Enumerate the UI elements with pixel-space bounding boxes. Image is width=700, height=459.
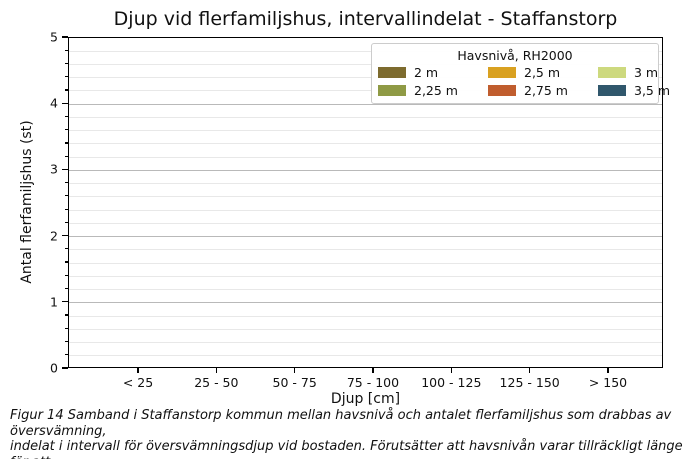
legend: Havsnivå, RH2000 2 m 2,5 m 3 m 2,25 m 2,75 m…	[371, 43, 670, 104]
minor-gridline	[69, 342, 662, 344]
minor-gridline	[69, 196, 662, 198]
y-minor-tick	[64, 62, 68, 65]
legend-item: 3 m	[598, 66, 658, 79]
x-tick	[215, 368, 217, 373]
major-gridline	[69, 169, 662, 171]
y-major-tick	[62, 235, 68, 237]
y-minor-tick	[64, 314, 68, 316]
x-tick	[372, 368, 374, 373]
legend-swatch	[598, 67, 626, 78]
y-minor-tick	[64, 287, 68, 290]
y-minor-tick	[64, 155, 68, 157]
legend-swatch	[378, 85, 406, 96]
minor-gridline	[69, 156, 662, 158]
minor-gridline	[69, 262, 662, 264]
legend-item-label: 2,75 m	[524, 83, 568, 98]
legend-swatch	[488, 85, 516, 96]
x-tick	[607, 368, 609, 373]
minor-gridline	[69, 90, 662, 92]
minor-gridline	[69, 209, 662, 211]
y-tick-label: 2	[50, 228, 58, 244]
minor-gridline	[69, 275, 662, 277]
y-minor-tick	[64, 340, 68, 343]
minor-gridline	[69, 183, 662, 185]
legend-swatch	[598, 85, 626, 96]
figure-caption: Figur 14 Samband i Staffanstorp kommun m…	[10, 408, 696, 459]
major-gridline	[69, 236, 662, 238]
y-minor-tick	[64, 248, 68, 250]
major-gridline	[69, 103, 662, 105]
minor-gridline	[69, 50, 662, 52]
caption-line: Figur 14 Samband i Staffanstorp kommun m…	[10, 408, 672, 439]
minor-gridline	[69, 355, 662, 357]
legend-swatch	[378, 67, 406, 78]
y-tick-label: 0	[50, 360, 58, 376]
y-major-tick	[62, 301, 68, 303]
y-tick-label: 3	[50, 161, 58, 177]
y-minor-tick	[64, 129, 68, 131]
y-axis-label: Antal flerfamiljshus (st)	[19, 120, 35, 284]
x-tick-label: < 25	[122, 375, 154, 390]
x-tick	[529, 368, 531, 373]
x-tick-label: 25 - 50	[194, 375, 239, 390]
y-minor-tick	[64, 115, 68, 118]
minor-gridline	[69, 328, 662, 330]
minor-gridline	[69, 77, 662, 79]
minor-gridline	[69, 63, 662, 65]
x-tick-label: 125 - 150	[499, 375, 560, 390]
y-major-tick	[62, 367, 68, 369]
legend-item-label: 2,5 m	[524, 65, 561, 80]
legend-swatch	[488, 67, 516, 78]
x-tick-label: 75 - 100	[346, 375, 400, 390]
y-minor-tick	[64, 49, 68, 51]
legend-item-label: 2 m	[414, 65, 439, 80]
y-minor-tick	[64, 182, 68, 184]
minor-gridline	[69, 222, 662, 224]
y-minor-tick	[64, 195, 68, 197]
y-major-tick	[62, 168, 68, 170]
y-minor-tick	[64, 327, 68, 329]
y-minor-tick	[64, 354, 68, 356]
minor-gridline	[69, 249, 662, 251]
legend-item: 2,75 m	[488, 84, 568, 97]
legend-item: 2 m	[378, 66, 438, 79]
legend-item: 2,5 m	[488, 66, 560, 79]
x-tick-label: 100 - 125	[421, 375, 482, 390]
y-minor-tick	[64, 76, 68, 78]
minor-gridline	[69, 116, 662, 118]
y-tick-label: 1	[50, 294, 58, 310]
x-tick	[137, 368, 139, 373]
legend-item-label: 3 m	[634, 65, 659, 80]
plot-area: Havsnivå, RH2000 2 m 2,5 m 3 m 2,25 m 2,75 m…	[68, 37, 670, 368]
y-minor-tick	[64, 261, 68, 263]
legend-item: 2,25 m	[378, 84, 458, 97]
legend-title: Havsnivå, RH2000	[457, 48, 573, 63]
minor-gridline	[69, 315, 662, 317]
legend-item-label: 3,5 m	[634, 83, 671, 98]
y-minor-tick	[64, 274, 68, 276]
y-major-tick	[62, 36, 68, 38]
legend-item-label: 2,25 m	[414, 83, 458, 98]
caption-line: indelat i intervall för översvämningsdju…	[10, 439, 683, 459]
x-tick-label: 50 - 75	[272, 375, 317, 390]
y-major-tick	[62, 102, 68, 104]
minor-gridline	[69, 289, 662, 291]
y-minor-tick	[64, 142, 68, 144]
y-tick-label: 5	[50, 29, 58, 45]
major-gridline	[69, 302, 662, 304]
x-tick	[294, 368, 296, 373]
y-minor-tick	[64, 89, 68, 91]
chart-title: Djup vid flerfamiljshus, intervallindela…	[113, 8, 618, 30]
y-tick-label: 4	[50, 95, 58, 111]
minor-gridline	[69, 143, 662, 145]
legend-item: 3,5 m	[598, 84, 670, 97]
x-axis-label: Djup [cm]	[330, 391, 401, 407]
minor-gridline	[69, 130, 662, 132]
y-minor-tick	[64, 221, 68, 223]
x-tick-label: > 150	[588, 375, 628, 390]
y-minor-tick	[64, 208, 68, 210]
x-tick	[450, 368, 452, 373]
